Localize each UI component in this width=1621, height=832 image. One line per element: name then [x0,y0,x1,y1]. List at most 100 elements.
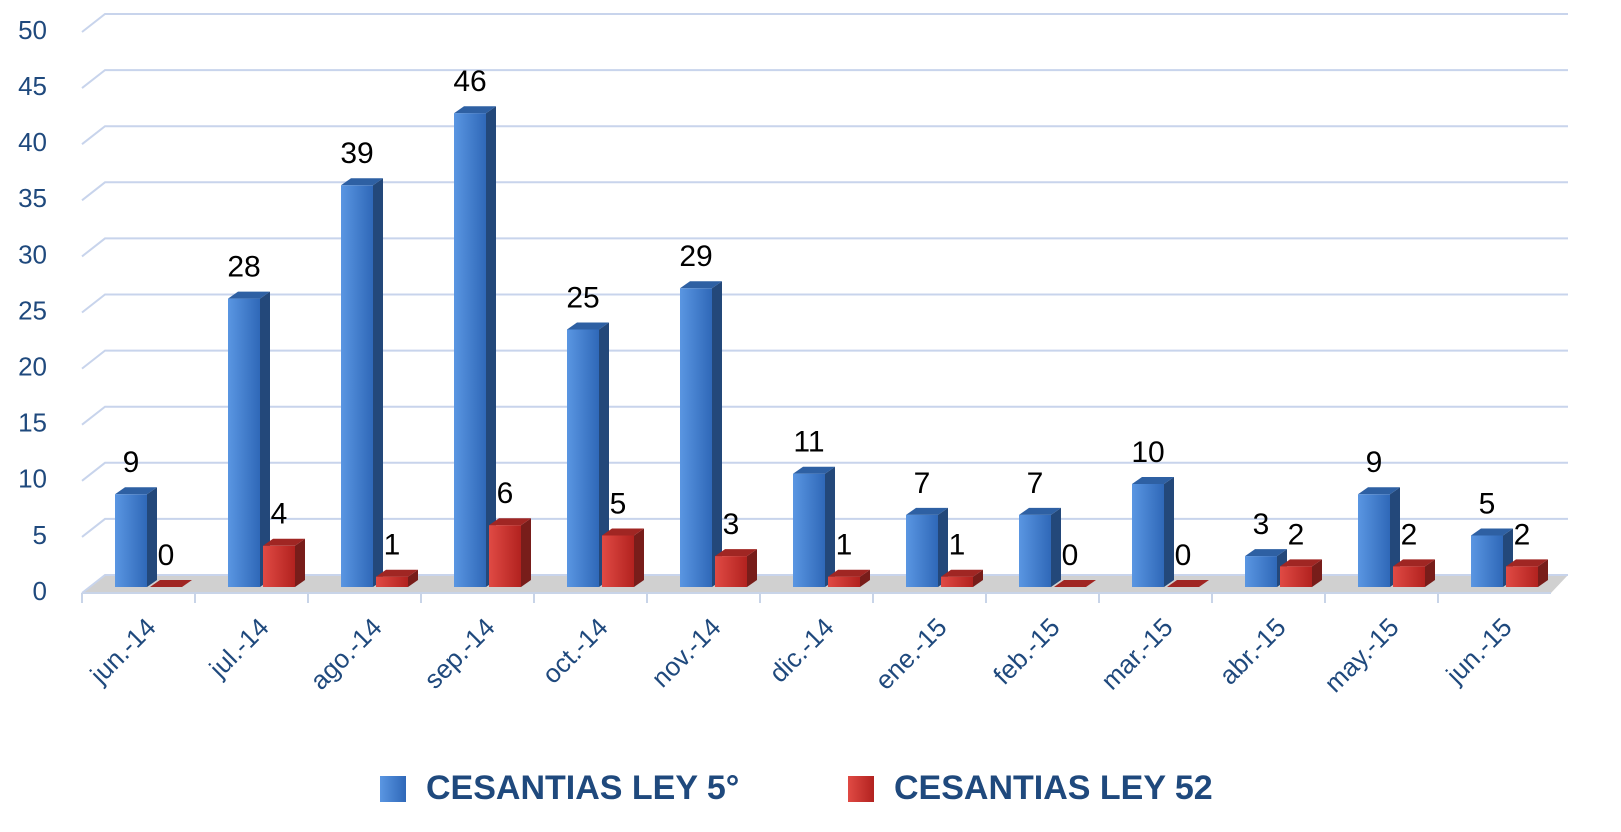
bar [941,569,983,587]
bar-face [263,545,295,587]
data-label: 9 [123,446,140,479]
bar-face [938,507,948,587]
bar [906,507,948,587]
x-tick-label: may.-15 [1318,612,1404,698]
bar-face [941,576,973,587]
grid-line [81,517,1568,538]
data-label: 46 [453,65,486,98]
grid-line [81,461,1568,482]
x-tick-label: abr.-15 [1213,612,1291,690]
bar-face [1390,487,1400,587]
y-tick-label: 50 [18,15,47,45]
bar-face [228,298,260,587]
bar [1506,559,1548,587]
grid-line [81,181,1568,202]
y-tick-label: 30 [18,239,47,269]
y-tick-label: 40 [18,127,47,157]
bar-face [295,538,305,587]
bar-face [263,538,305,546]
x-tick-label: mar.-15 [1095,612,1179,696]
bar [1358,487,1400,587]
bar-face [341,185,373,588]
bar [454,106,496,587]
data-label: 39 [340,137,373,170]
data-label: 3 [1253,508,1270,541]
bar-face [1054,580,1096,587]
bar-face [1393,566,1425,587]
bar [602,528,644,587]
bar-face [260,291,270,587]
data-label: 7 [1027,467,1044,500]
bar-face [860,569,870,587]
bar-face [1358,487,1400,495]
bar [680,281,722,587]
y-tick-label: 10 [18,464,47,494]
bar-face [486,106,496,587]
data-label: 28 [227,251,260,284]
bar [1393,559,1435,587]
bar-face [906,507,948,515]
data-label: 0 [1062,539,1079,572]
data-label: 6 [497,477,514,510]
bar [228,291,270,587]
x-tick-label: nov.-14 [645,612,726,693]
x-tick-label: oct.-14 [536,612,613,689]
bar-face [941,569,983,577]
legend-label: CESANTIAS LEY 5° [426,769,739,807]
bar-face [489,518,531,526]
grid-line [81,405,1568,426]
x-tick-label: ago.-14 [304,612,388,696]
data-label: 9 [1366,446,1383,479]
bar [1019,507,1061,587]
data-label: 1 [949,529,966,562]
data-label: 4 [271,498,288,531]
bar [793,466,835,587]
y-tick-label: 15 [18,408,47,438]
bar-face [1051,507,1061,587]
bar-face [1019,514,1051,587]
bar-face [373,178,383,588]
bar-face [1164,477,1174,587]
y-tick-label: 45 [18,71,47,101]
data-label: 5 [610,487,627,520]
data-label: 0 [1175,539,1192,572]
bar-face [1245,556,1277,587]
data-label: 5 [1479,487,1496,520]
bar-face [906,514,938,587]
bar-face [147,487,157,587]
bar-face [521,518,531,587]
data-label: 0 [158,539,175,572]
grid-line [81,349,1568,370]
bar-face [341,178,383,186]
bar [1132,477,1174,587]
data-label: 2 [1514,518,1531,551]
bar-face [634,528,644,587]
legend-swatch [848,776,874,802]
data-label: 1 [836,529,853,562]
bar-face [599,322,609,587]
bar-face [408,569,418,587]
bar-face [1425,559,1435,587]
bar-face [376,569,418,577]
bar-face [602,528,644,536]
x-tick-label: ene.-15 [869,612,953,696]
grid-line [81,69,1568,89]
y-tick-label: 35 [18,183,47,213]
bar [376,569,418,587]
y-tick-label: 20 [18,351,47,381]
x-tick-label: sep.-14 [418,612,501,695]
data-label: 2 [1401,518,1418,551]
y-tick-label: 5 [33,520,47,550]
bar [1280,559,1322,587]
y-tick-label: 25 [18,295,47,325]
bar-face [1393,559,1435,567]
bar [150,580,192,587]
bar [115,487,157,587]
bar-face [376,576,408,587]
bar-face [793,473,825,587]
bar-face [825,466,835,587]
x-tick-label: jun.-15 [1439,612,1517,690]
x-tick-label: feb.-15 [987,612,1065,690]
bar-face [1245,549,1287,557]
